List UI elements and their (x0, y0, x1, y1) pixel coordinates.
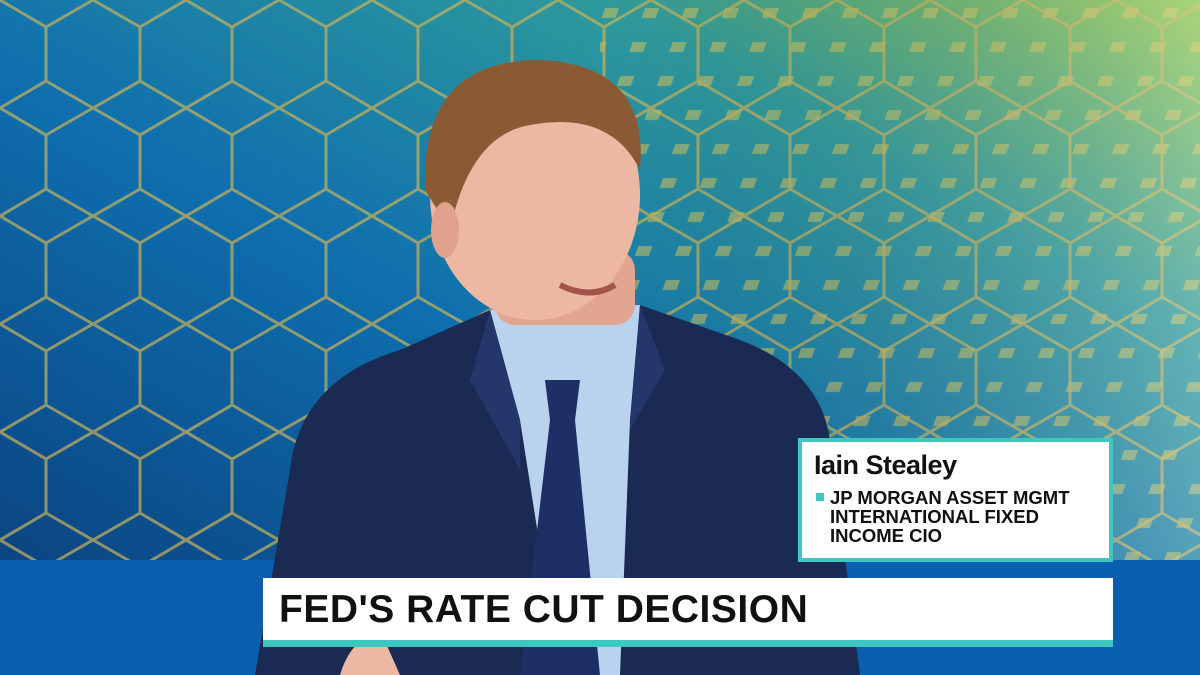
headline: FED'S RATE CUT DECISION (279, 588, 809, 631)
headline-bar: FED'S RATE CUT DECISION (263, 578, 1113, 647)
affiliation-line: INCOME CIO (816, 526, 1070, 545)
teal-marker (816, 493, 824, 501)
affiliation-line: INTERNATIONAL FIXED (816, 507, 1070, 526)
affiliation-text: INTERNATIONAL FIXED (830, 506, 1039, 527)
affiliation-text: INCOME CIO (830, 525, 943, 546)
name-lower-third: Iain Stealey JP MORGAN ASSET MGMT INTERN… (798, 438, 1113, 562)
speaker-name: Iain Stealey (814, 450, 957, 480)
affiliation: JP MORGAN ASSET MGMT INTERNATIONAL FIXED… (816, 488, 1070, 545)
affiliation-text: JP MORGAN ASSET MGMT (830, 487, 1070, 508)
affiliation-line: JP MORGAN ASSET MGMT (816, 488, 1070, 507)
